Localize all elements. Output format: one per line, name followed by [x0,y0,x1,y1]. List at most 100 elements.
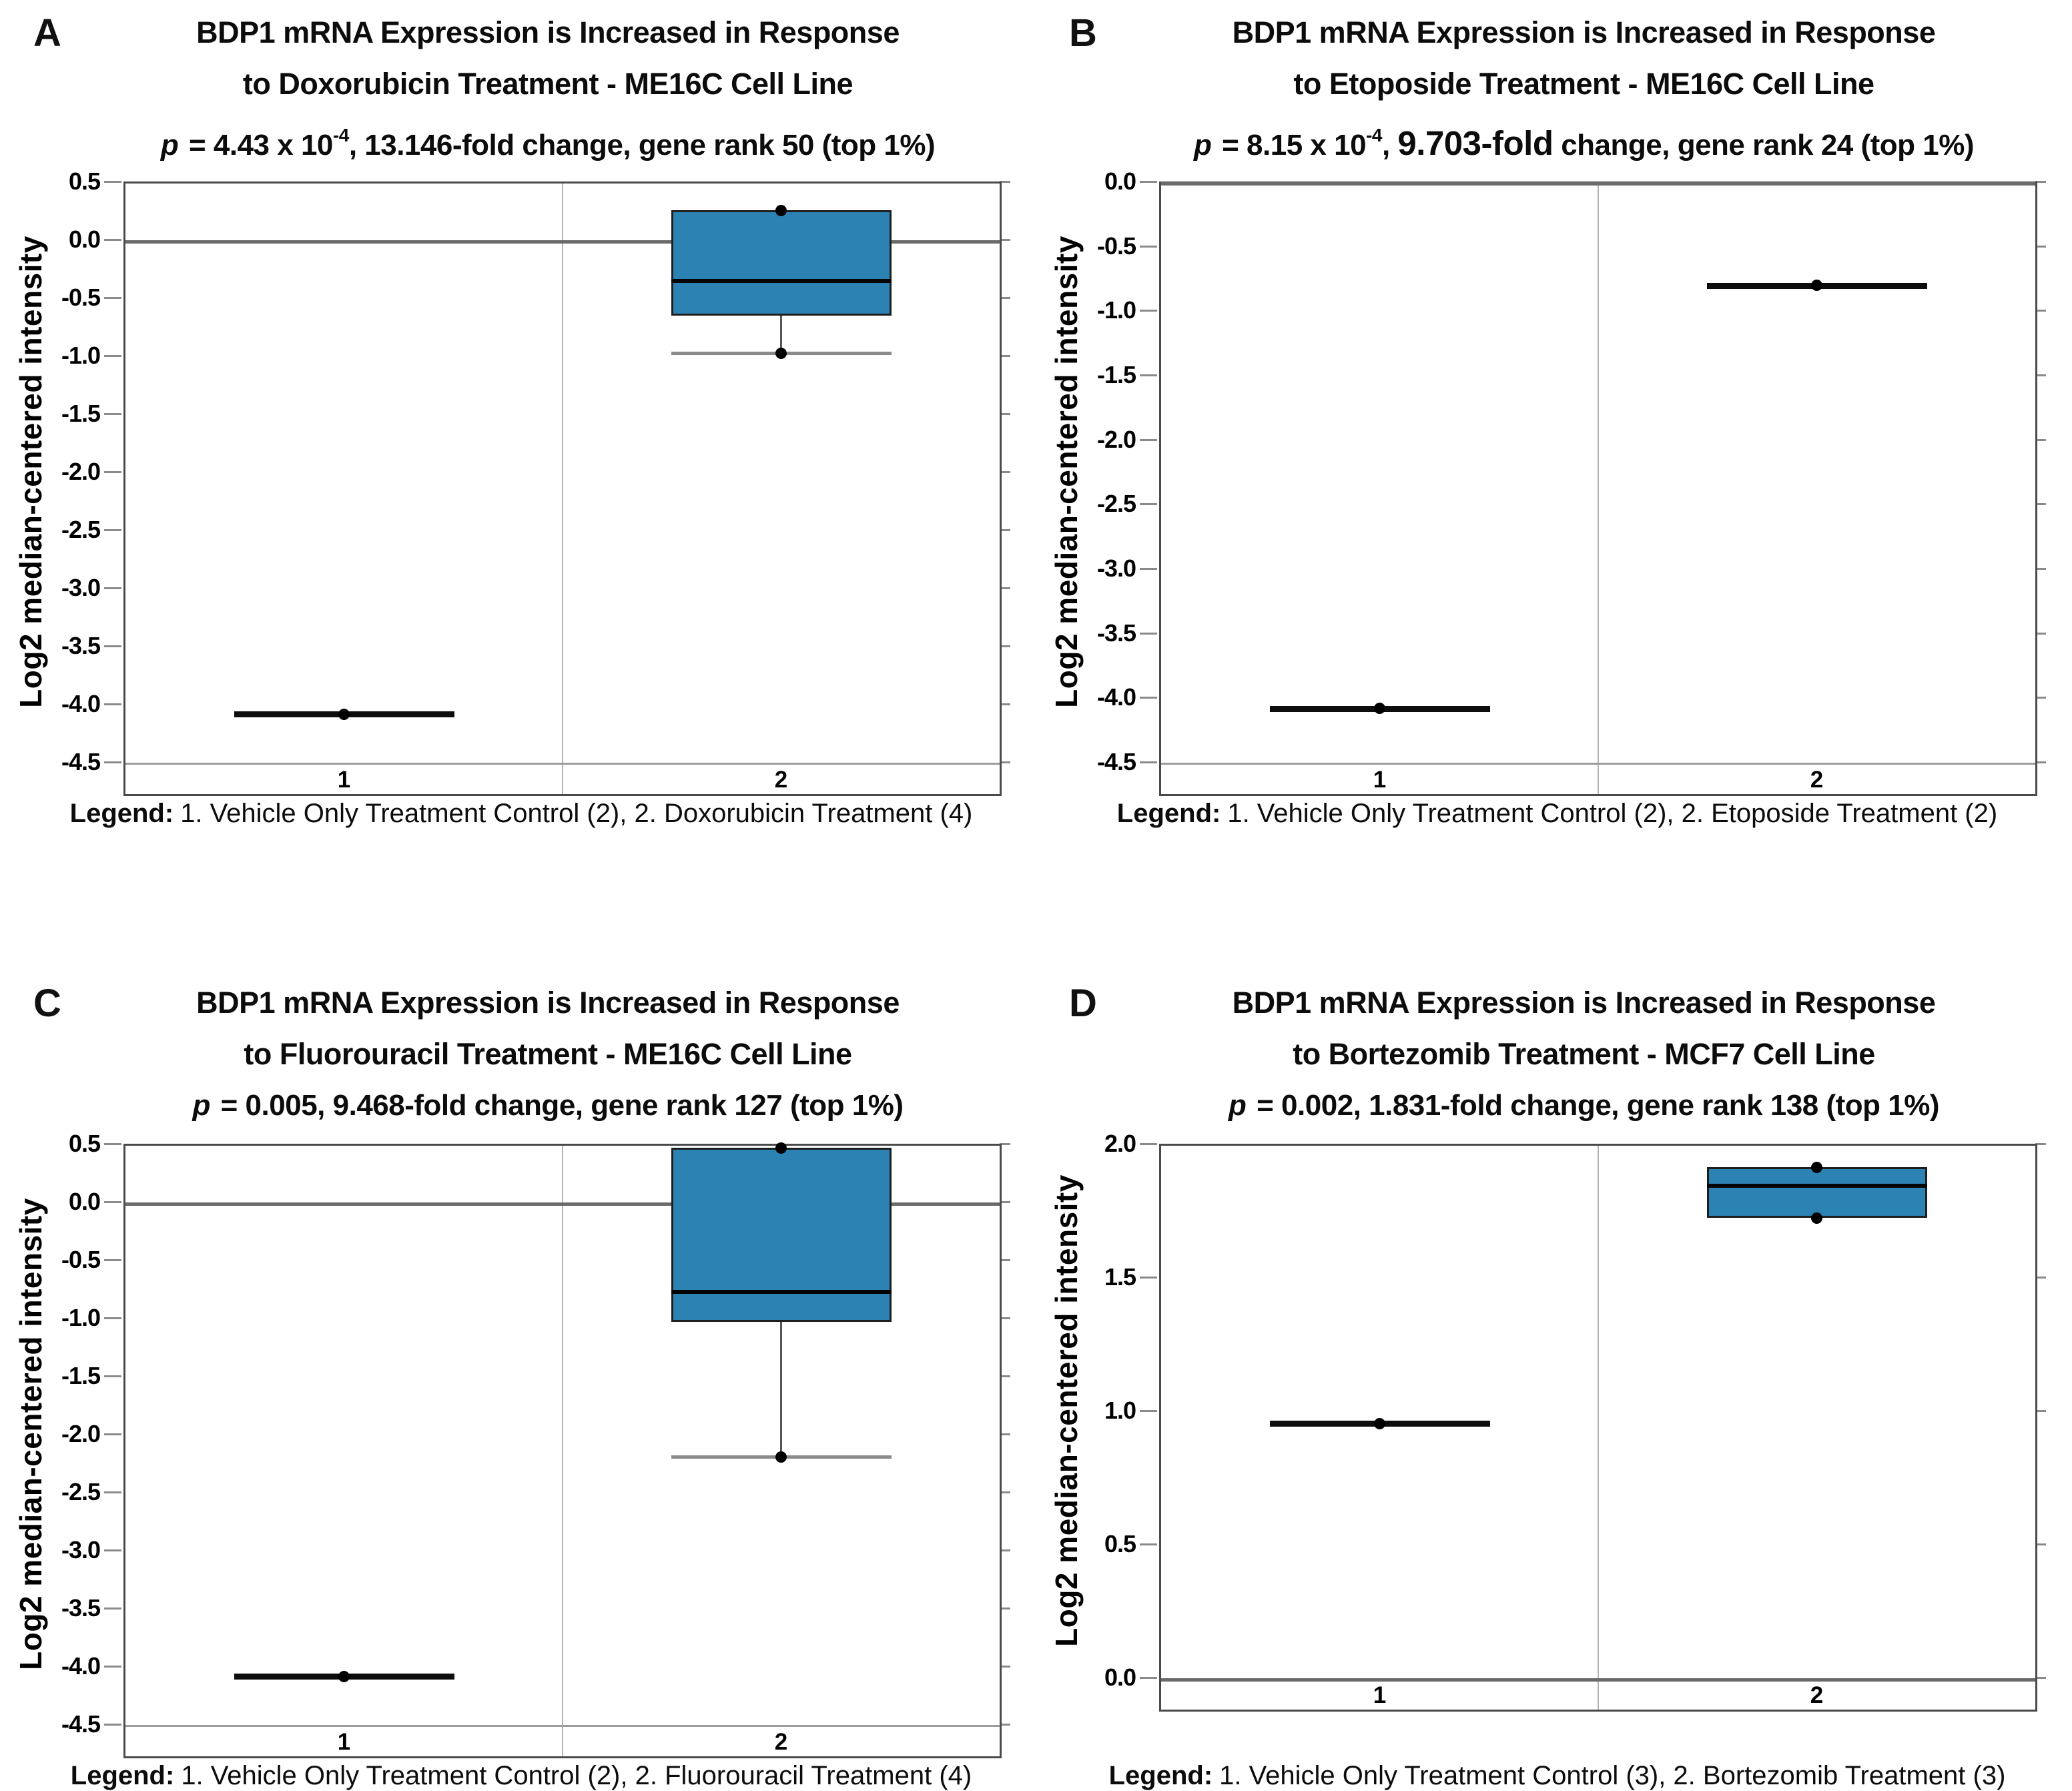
panel-title: BDP1 mRNA Expression is Increased in Res… [1109,7,2059,171]
panel-letter: A [33,11,61,55]
y-tick-mark [104,645,121,647]
y-tick-mark [1140,1277,1157,1279]
group-divider [1598,184,1599,794]
title-line-2: to Fluorouracil Treatment - ME16C Cell L… [244,1037,852,1071]
y-tick-mark-right [1000,413,1010,415]
y-tick-mark-right [1000,645,1010,647]
y-tick-label: 0.0 [68,226,101,253]
whisker-stem [780,316,782,354]
y-axis-label: Log2 median-centered intensity [1049,236,1084,708]
legend: Legend: 1. Vehicle Only Treatment Control… [1052,799,2062,828]
y-tick-label: -1.5 [61,1362,101,1389]
stats-line: p = 4.43 x 10-4, 13.146-fold change, gen… [160,125,936,161]
y-tick-label: 0.5 [68,167,101,195]
y-tick-label: -3.0 [61,574,101,601]
panel-title: BDP1 mRNA Expression is Increased in Res… [73,977,1022,1131]
y-tick-mark-right [2035,374,2046,376]
p-symbol: p [1229,1089,1247,1122]
y-tick-label: -3.5 [1096,619,1136,647]
y-tick-label: -2.5 [1096,490,1136,518]
y-tick-mark [1140,503,1157,506]
y-tick-label: -3.5 [61,632,101,659]
y-tick-mark [1140,310,1157,312]
y-tick-label: 0.0 [1104,1664,1136,1691]
y-tick-label: 1.0 [1104,1397,1136,1424]
legend: Legend: 1. Vehicle Only Treatment Control… [1052,1761,2062,1790]
y-tick-label: -1.5 [1096,361,1136,388]
median-line [671,279,892,284]
y-tick-mark-right [2035,761,2046,763]
legend-text: 1. Vehicle Only Treatment Control (2), 2… [181,1761,972,1790]
y-tick-label: 2.0 [1104,1130,1136,1157]
legend-label: Legend: [69,799,174,828]
y-tick-mark-right [2035,1677,2046,1679]
data-point-dot [1374,1417,1385,1429]
data-point-dot [1374,703,1385,715]
legend-text: 1. Vehicle Only Treatment Control (2), 2… [180,799,973,828]
y-tick-mark [104,471,121,473]
y-tick-mark-right [1000,1143,1010,1145]
y-tick-mark [104,181,121,183]
y-tick-label: -2.0 [61,458,101,485]
p-symbol: p [1194,129,1212,161]
group-divider [562,184,563,794]
y-tick-mark-right [1000,761,1010,763]
group-divider [1598,1146,1599,1710]
y-tick-mark [1140,1410,1157,1412]
y-tick-label: -4.5 [61,748,101,775]
y-tick-mark-right [2035,1277,2046,1279]
x-tick-label: 1 [337,1729,351,1755]
y-tick-mark-right [1000,1549,1010,1551]
y-tick-mark-right [2035,1543,2046,1545]
y-tick-mark [104,761,121,763]
y-tick-mark [104,1549,121,1551]
y-tick-mark-right [2035,503,2046,506]
y-tick-mark [104,1491,121,1493]
y-tick-mark [104,413,121,415]
y-tick-mark [104,1724,121,1726]
group-divider [562,1146,563,1756]
x-tick-label: 2 [774,767,788,793]
y-tick-label: -4.0 [61,690,101,717]
fold-change: 9.703-fold [1397,124,1553,162]
panel-letter: C [33,982,61,1025]
y-tick-label: -1.5 [61,400,101,427]
zero-reference-line [125,1202,1000,1206]
y-tick-mark [104,1607,121,1609]
y-tick-label: -3.5 [61,1594,101,1622]
y-tick-mark-right [1000,1259,1010,1261]
stats-line: p = 8.15 x 10-4, 9.703-fold change, gene… [1194,124,1974,162]
title-line-2: to Doxorubicin Treatment - ME16C Cell Li… [242,67,853,101]
y-tick-mark-right [1000,529,1010,531]
y-tick-mark [104,1375,121,1377]
y-tick-mark-right [1000,1724,1010,1726]
data-point-dot [338,708,350,720]
x-tick-label: 1 [1373,1682,1387,1708]
title-line-2: to Bortezomib Treatment - MCF7 Cell Line [1293,1037,1875,1071]
zero-reference-line [1161,1678,2035,1682]
axis-reference-line [125,1725,1000,1727]
legend-text: 1. Vehicle Only Treatment Control (2), 2… [1227,799,1998,828]
y-tick-label: 1.5 [1104,1263,1136,1291]
y-tick-label: -0.5 [61,1246,101,1273]
legend-text: 1. Vehicle Only Treatment Control (3), 2… [1219,1761,2006,1790]
median-line [671,1290,892,1295]
y-tick-label: -1.0 [61,1304,101,1331]
y-tick-label: -1.0 [61,342,101,369]
y-tick-mark-right [1000,1607,1010,1609]
data-point-dot [775,1451,787,1463]
y-tick-mark [104,297,121,299]
y-tick-mark-right [1000,1491,1010,1493]
y-tick-label: 0.0 [68,1188,101,1215]
y-tick-label: -3.0 [61,1536,101,1563]
data-point-dot [1811,280,1822,292]
y-tick-mark-right [1000,297,1010,299]
x-tick-label: 1 [1373,767,1387,793]
legend-label: Legend: [1116,799,1221,828]
y-tick-mark-right [1000,471,1010,473]
p-symbol: p [160,129,179,161]
y-tick-mark-right [2035,1143,2046,1145]
